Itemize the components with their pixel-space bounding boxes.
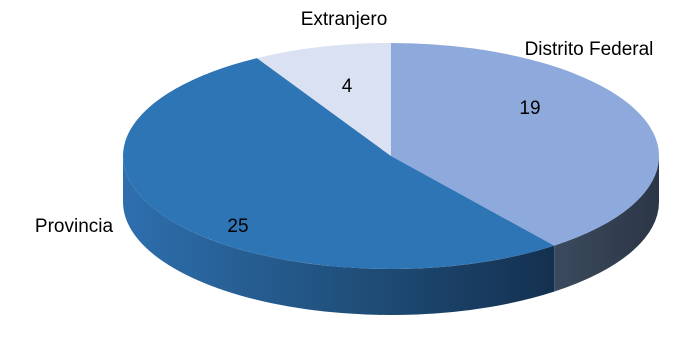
pie-side-provincia — [122, 156, 555, 316]
pie-tops — [123, 43, 660, 269]
category-label-extranjero: Extranjero — [301, 9, 388, 30]
category-label-distrito-federal: Distrito Federal — [525, 39, 654, 60]
pie-labels: 19 Distrito Federal 25 Provincia 4 Extranjero — [35, 9, 653, 237]
pie-slice-distrito-federal — [391, 43, 660, 246]
category-label-provincia: Provincia — [35, 216, 114, 237]
pie-slice-provincia — [123, 58, 555, 269]
data-label-extranjero: 4 — [342, 76, 353, 97]
data-label-distrito-federal: 19 — [519, 98, 540, 119]
data-label-provincia: 25 — [227, 216, 248, 237]
pie-side-distrito-federal — [554, 156, 659, 292]
pie-sides — [122, 156, 659, 316]
pie-slice-extranjero — [257, 43, 391, 156]
